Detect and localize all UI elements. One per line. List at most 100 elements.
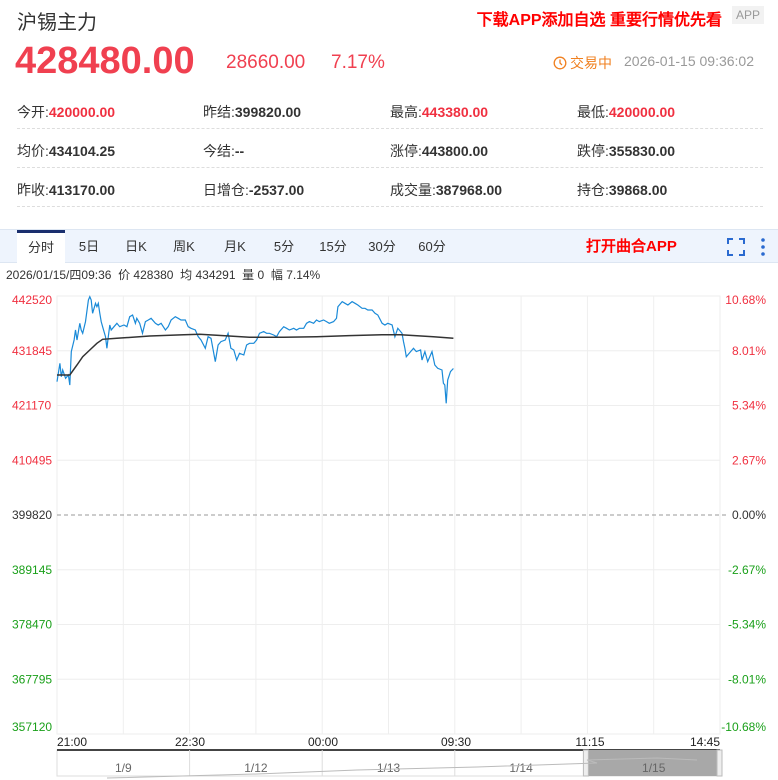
navigator-date-label: 1/13 [377,761,401,775]
stat-label: 最高: [390,104,422,120]
stat-value: -2537.00 [248,182,305,198]
price-change-percent: 7.17% [331,52,385,73]
y-tick-label: 357120 [12,720,52,734]
navigator-date-label: 1/12 [244,761,268,775]
stat-value: 443380.00 [421,104,489,120]
stat-item: 今开:420000.00 [17,102,115,122]
stat-label: 昨结: [203,104,235,120]
more-icon[interactable] [758,237,768,257]
navigator-left-handle[interactable] [582,749,589,777]
x-tick-label: 22:30 [175,735,205,749]
stat-value: 420000.00 [608,104,676,120]
y-tick-label: 442520 [12,293,52,307]
stats-row: 昨收:413170.00 日增仓:-2537.00 成交量:387968.00 持仓:… [17,168,763,207]
y-tick-pct-label: 2.67% [732,453,766,467]
y-tick-label: 410495 [12,453,52,467]
tab-1[interactable]: 5日 [78,239,100,254]
navigator-overview-line [106,757,698,779]
tab-5[interactable]: 5分 [273,239,295,254]
x-tick-label: 09:30 [441,735,471,749]
navigator [56,749,721,777]
stat-label: 跌停: [577,143,609,159]
y-tick-pct-label: -2.67% [728,563,766,577]
quote-time: 2026-01-15 09:36:02 [624,53,754,69]
stat-value: 399820.00 [234,104,302,120]
stat-value: 39868.00 [608,182,668,198]
y-tick-pct-label: -5.34% [728,618,766,632]
y-tick-pct-label: -10.68% [721,720,766,734]
tab-8[interactable]: 60分 [418,239,446,254]
stat-value: 355830.00 [608,143,676,159]
stat-label: 今开: [17,104,49,120]
y-tick-pct-label: 0.00% [732,508,766,522]
tab-4[interactable]: 月K [224,239,246,254]
stat-value: 413170.00 [48,182,116,198]
trading-status: 交易中 [553,53,612,73]
stat-item: 昨结:399820.00 [203,102,301,122]
y-tick-pct-label: 8.01% [732,344,766,358]
stat-item: 最高:443380.00 [390,102,488,122]
plot-frame [56,295,721,735]
y-tick-pct-label: 10.68% [725,293,766,307]
app-badge-button[interactable]: APP [731,6,764,24]
stats-row: 今开:420000.00 昨结:399820.00 最高:443380.00 最低:4… [17,90,763,129]
price-line [56,295,454,404]
stat-label: 涨停: [390,143,422,159]
stat-item: 最低:420000.00 [577,102,675,122]
y-tick-label: 399820 [12,508,52,522]
stats-row: 均价:434104.25 今结:-- 涨停:443800.00 跌停:355830.0… [17,129,763,168]
y-tick-label: 389145 [12,563,52,577]
contract-title: 沪锡主力 [17,12,97,34]
download-app-promo-link[interactable]: 下载APP添加自选 重要行情优先看 [476,12,722,29]
stat-label: 今结: [203,143,235,159]
clock-icon [553,56,567,70]
fullscreen-icon[interactable] [727,238,745,256]
stat-value: -- [234,143,245,159]
stat-value: 443800.00 [421,143,489,159]
chart-period-tabs: 分时 5日 日K 周K 月K 5分 15分 30分 60分 打开曲合APP [0,229,778,263]
navigator-date-label: 1/9 [115,761,132,775]
tab-3[interactable]: 周K [173,239,195,254]
stat-label: 昨收: [17,182,49,198]
stat-label: 成交量: [390,182,436,198]
y-tick-label: 421170 [12,399,51,413]
status-text: 交易中 [570,55,612,71]
navigator-date-label: 1/14 [509,761,533,775]
y-tick-label: 367795 [12,672,52,686]
stat-label: 最低: [577,104,609,120]
x-tick-label: 11:15 [575,735,604,749]
y-tick-label: 378470 [12,618,52,632]
x-tick-label: 00:00 [308,735,338,749]
stat-label: 日增仓: [203,182,249,198]
stat-item: 涨停:443800.00 [390,141,488,161]
stat-item: 昨收:413170.00 [17,180,115,200]
x-tick-label: 21:00 [57,735,87,749]
stat-label: 均价: [17,143,49,159]
y-tick-pct-label: 5.34% [732,399,766,413]
stat-item: 均价:434104.25 [17,141,115,161]
y-tick-pct-label: -8.01% [728,672,766,686]
stat-value: 387968.00 [435,182,503,198]
stat-item: 今结:-- [203,141,244,161]
navigator-right-handle[interactable] [716,749,723,777]
tab-6[interactable]: 15分 [319,239,347,254]
stat-item: 日增仓:-2537.00 [203,180,304,200]
price-change: 28660.00 [226,52,306,73]
tab-0[interactable]: 分时 [17,230,65,263]
stat-item: 持仓:39868.00 [577,180,667,200]
stat-item: 跌停:355830.00 [577,141,675,161]
last-price: 428480.00 [15,40,195,82]
navigator-selection[interactable] [587,750,720,776]
crosshair-info: 2026/01/15/四09:36 价 428380 均 434291 量 0 … [6,268,321,282]
open-app-link[interactable]: 打开曲合APP [586,238,677,255]
stat-label: 持仓: [577,182,609,198]
avg-line [57,333,454,376]
stat-value: 420000.00 [48,104,116,120]
x-tick-label: 14:45 [690,735,720,749]
stat-value: 434104.25 [48,143,116,159]
navigator-date-label: 1/15 [642,761,666,775]
y-tick-label: 431845 [12,344,52,358]
tab-7[interactable]: 30分 [368,239,396,254]
tab-2[interactable]: 日K [125,239,147,254]
stat-item: 成交量:387968.00 [390,180,502,200]
